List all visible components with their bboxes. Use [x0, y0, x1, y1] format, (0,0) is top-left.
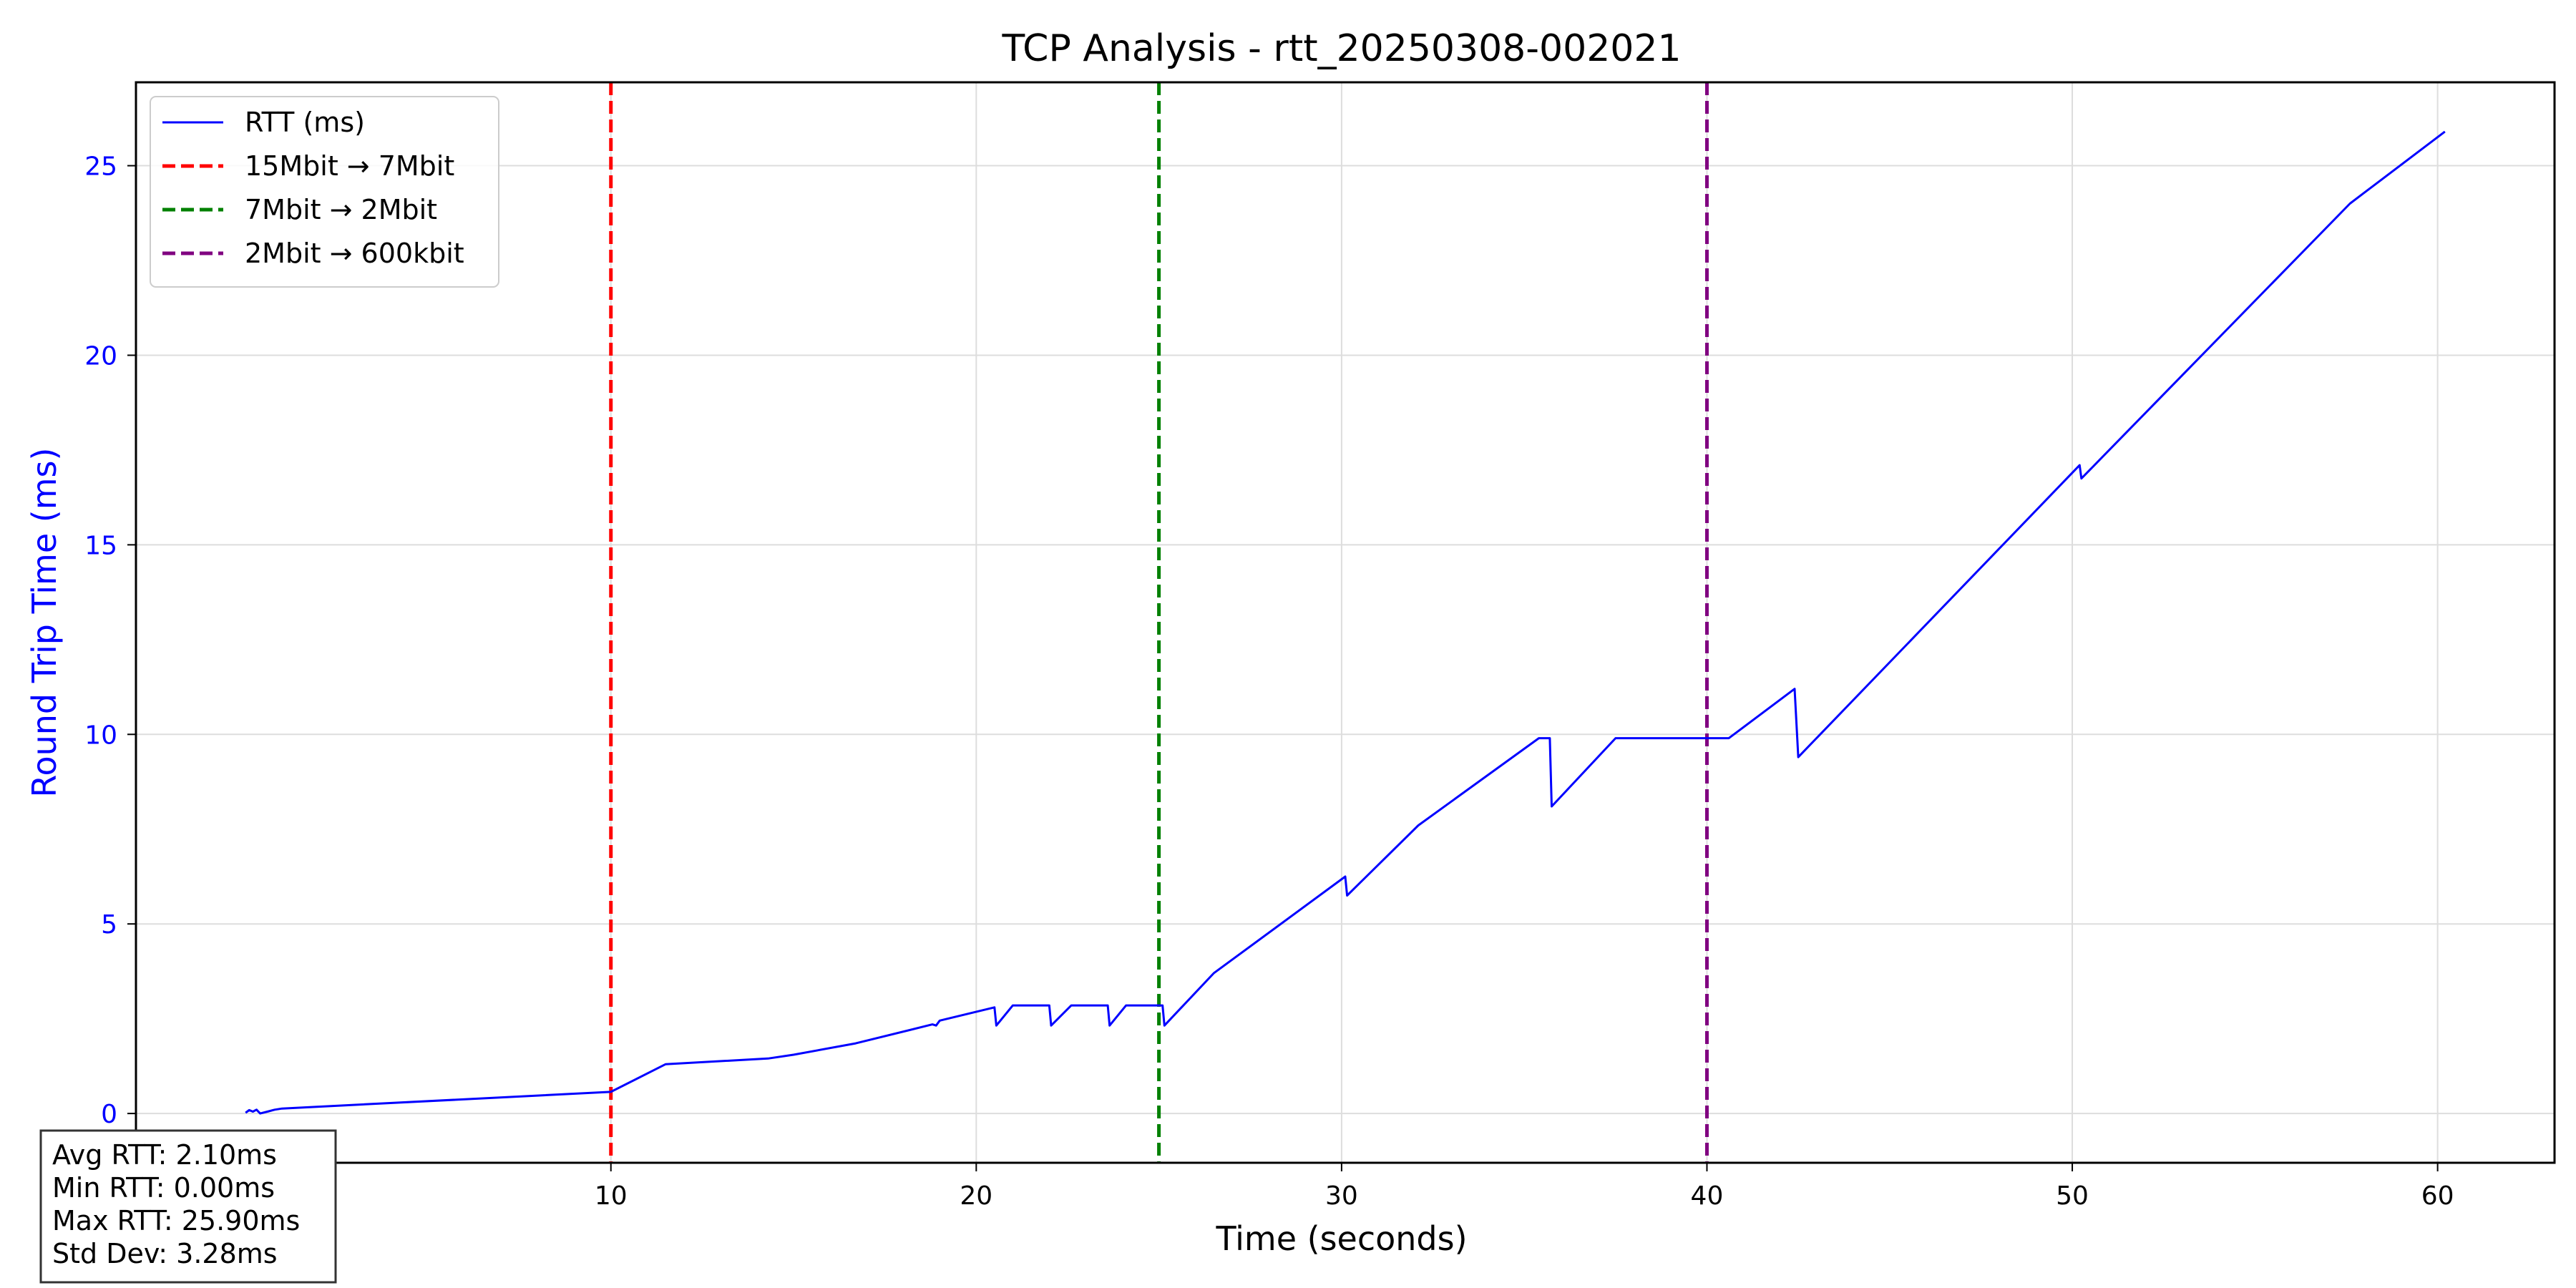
x-tick-label: 50	[2056, 1181, 2089, 1211]
stats-line: Std Dev: 3.28ms	[52, 1238, 278, 1269]
stats-line: Max RTT: 25.90ms	[52, 1205, 300, 1236]
x-tick-label: 60	[2421, 1181, 2454, 1211]
legend-label: 7Mbit → 2Mbit	[245, 194, 437, 225]
chart-title: TCP Analysis - rtt_20250308-002021	[1001, 27, 1681, 70]
y-axis-label: Round Trip Time (ms)	[25, 448, 64, 798]
x-axis-label: Time (seconds)	[1215, 1219, 1467, 1258]
y-tick-label: 0	[101, 1100, 117, 1129]
rtt-line	[245, 130, 2446, 1115]
x-tick-label: 20	[960, 1181, 992, 1211]
y-tick-label: 5	[101, 910, 117, 940]
legend: RTT (ms) 15Mbit → 7Mbit 7Mbit → 2Mbit 2Mbit…	[150, 96, 499, 288]
grid	[136, 82, 2555, 1163]
y-tick-label: 15	[84, 531, 117, 560]
stats-line: Avg RTT: 2.10ms	[52, 1139, 277, 1171]
stats-line: Min RTT: 0.00ms	[52, 1172, 275, 1204]
series-layer	[245, 130, 2446, 1115]
axis-ticks: 10 20 30 40 50 60 0 5 10 15 20 25	[84, 152, 2454, 1211]
legend-label: 15Mbit → 7Mbit	[245, 150, 454, 182]
y-tick-label: 20	[84, 341, 117, 371]
x-tick-label: 10	[595, 1181, 628, 1211]
stats-panel	[39, 1129, 337, 1284]
legend-label: 2Mbit → 600kbit	[245, 238, 464, 269]
y-tick-label: 25	[84, 152, 117, 182]
legend-label: RTT (ms)	[245, 107, 365, 138]
plot-frame	[135, 81, 2556, 1164]
x-tick-label: 30	[1325, 1181, 1358, 1211]
legend-box	[150, 96, 499, 288]
y-tick-label: 10	[84, 721, 117, 750]
x-tick-label: 40	[1691, 1181, 1724, 1211]
change-markers	[609, 82, 1709, 1163]
